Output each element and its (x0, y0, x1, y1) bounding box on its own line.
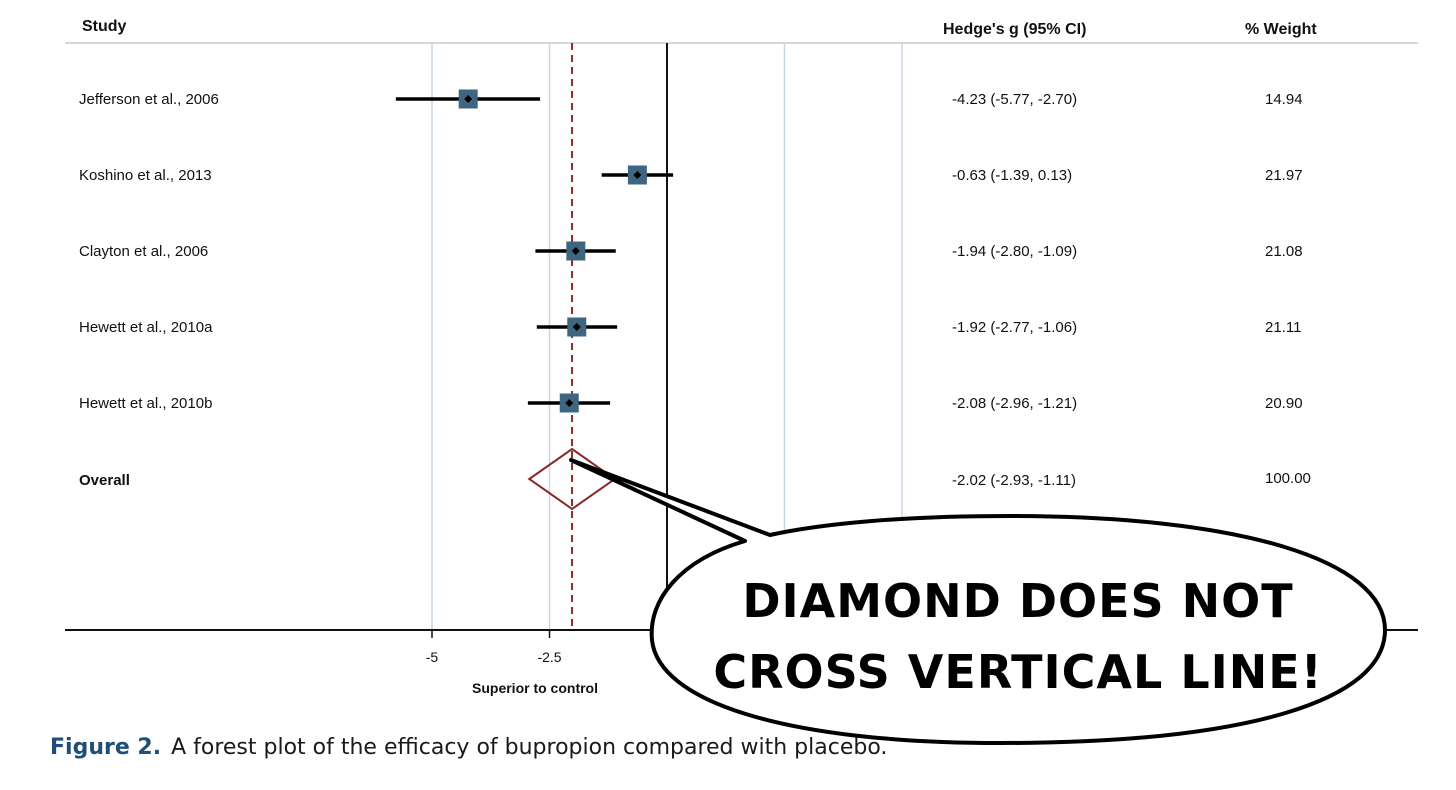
weight-text: 21.08 (1265, 243, 1303, 260)
overall-weight-text: 100.00 (1265, 470, 1311, 487)
study-name: Jefferson et al., 2006 (79, 91, 219, 108)
study-name: Hewett et al., 2010b (79, 395, 212, 412)
weight-text: 20.90 (1265, 395, 1303, 412)
study-name: Clayton et al., 2006 (79, 243, 208, 260)
callout-bubble: DIAMOND DOES NOT CROSS VERTICAL LINE! (569, 458, 1387, 745)
point-estimate-marker (464, 95, 473, 103)
point-estimate-marker (633, 171, 642, 179)
ci-text: -4.23 (-5.77, -2.70) (952, 91, 1077, 108)
ci-text: -0.63 (-1.39, 0.13) (952, 167, 1072, 184)
study-column-header: Study (82, 18, 127, 35)
figure-caption: Figure 2. A forest plot of the efficacy o… (50, 735, 887, 760)
callout-line-1: DIAMOND DOES NOT (742, 574, 1293, 628)
weight-text: 14.94 (1265, 91, 1303, 108)
point-estimate-marker (565, 399, 574, 407)
x-tick-label: -2.5 (537, 649, 561, 665)
weight-text: 21.11 (1265, 319, 1301, 336)
weight-column-header: % Weight (1245, 21, 1317, 38)
overall-ci-text: -2.02 (-2.93, -1.11) (952, 472, 1076, 489)
caption-text: A forest plot of the efficacy of bupropi… (171, 735, 888, 760)
callout-shape (569, 458, 1387, 745)
study-row: Koshino et al., 2013 -0.63 (-1.39, 0.13) 2… (79, 165, 1303, 185)
study-row: Hewett et al., 2010b -2.08 (-2.96, -1.21)… (79, 393, 1303, 413)
study-row: Clayton et al., 2006 -1.94 (-2.80, -1.09)… (79, 241, 1303, 261)
overall-label: Overall (79, 472, 130, 489)
x-tick-label: -5 (426, 649, 439, 665)
weight-text: 21.97 (1265, 167, 1303, 184)
ci-text: -1.94 (-2.80, -1.09) (952, 243, 1077, 260)
x-axis-note: Superior to control (472, 680, 598, 696)
point-estimate-marker (571, 247, 580, 255)
callout-line-2: CROSS VERTICAL LINE! (713, 645, 1322, 699)
study-name: Hewett et al., 2010a (79, 319, 213, 336)
study-rows: Jefferson et al., 2006 -4.23 (-5.77, -2.7… (79, 89, 1303, 413)
ci-text: -2.08 (-2.96, -1.21) (952, 395, 1077, 412)
figure-number: Figure 2. (50, 735, 162, 760)
x-axis-ticks: -5 -2.5 (426, 630, 562, 665)
study-name: Koshino et al., 2013 (79, 167, 212, 184)
ci-text: -1.92 (-2.77, -1.06) (952, 319, 1077, 336)
effect-column-header: Hedge's g (95% CI) (943, 21, 1086, 38)
study-row: Hewett et al., 2010a -1.92 (-2.77, -1.06)… (79, 317, 1301, 337)
study-row: Jefferson et al., 2006 -4.23 (-5.77, -2.7… (79, 89, 1303, 109)
point-estimate-marker (572, 323, 581, 331)
